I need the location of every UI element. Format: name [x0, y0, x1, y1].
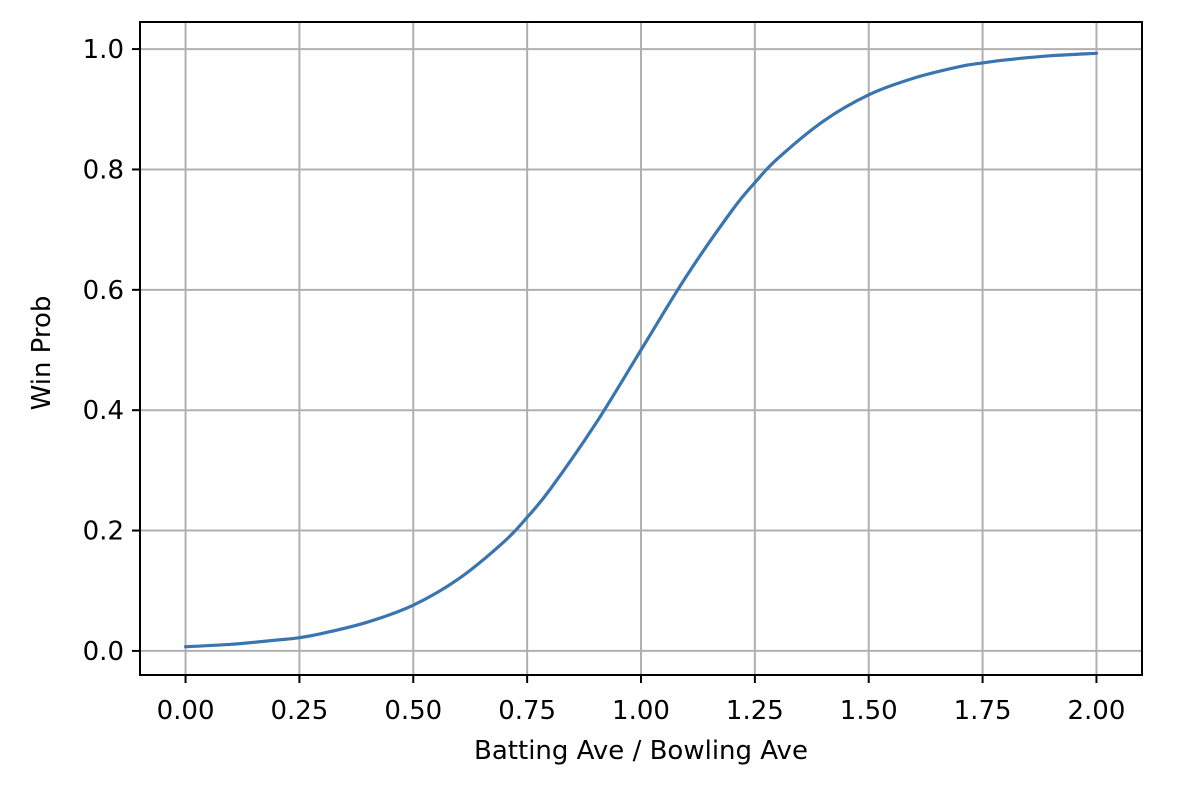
x-tick-label: 0.50 — [384, 696, 442, 726]
x-tick-label: 1.25 — [726, 696, 784, 726]
x-tick-label: 2.00 — [1068, 696, 1126, 726]
x-tick-label: 1.00 — [612, 696, 670, 726]
x-tick-label: 1.75 — [954, 696, 1012, 726]
series-line-0 — [183, 51, 1099, 649]
x-axis-label: Batting Ave / Bowling Ave — [474, 736, 808, 766]
y-tick-label: 0.8 — [83, 155, 124, 185]
x-tick-label: 0.00 — [157, 696, 215, 726]
y-tick-label: 0.0 — [83, 637, 124, 667]
y-tick-label: 0.6 — [83, 276, 124, 306]
y-tick-label: 1.0 — [83, 35, 124, 65]
y-tick-label: 0.4 — [83, 396, 124, 426]
y-axis-label: Win Prob — [27, 296, 57, 411]
x-tick-label: 0.75 — [498, 696, 556, 726]
ticks: 0.00 0.25 0.50 0.75 1.00 1.25 1.50 1.75 2.00 0.0 0… — [83, 35, 1126, 726]
x-tick-label: 0.25 — [270, 696, 328, 726]
y-tick-label: 0.2 — [83, 517, 124, 547]
x-tick-label: 1.50 — [840, 696, 898, 726]
series-layer — [183, 51, 1099, 649]
